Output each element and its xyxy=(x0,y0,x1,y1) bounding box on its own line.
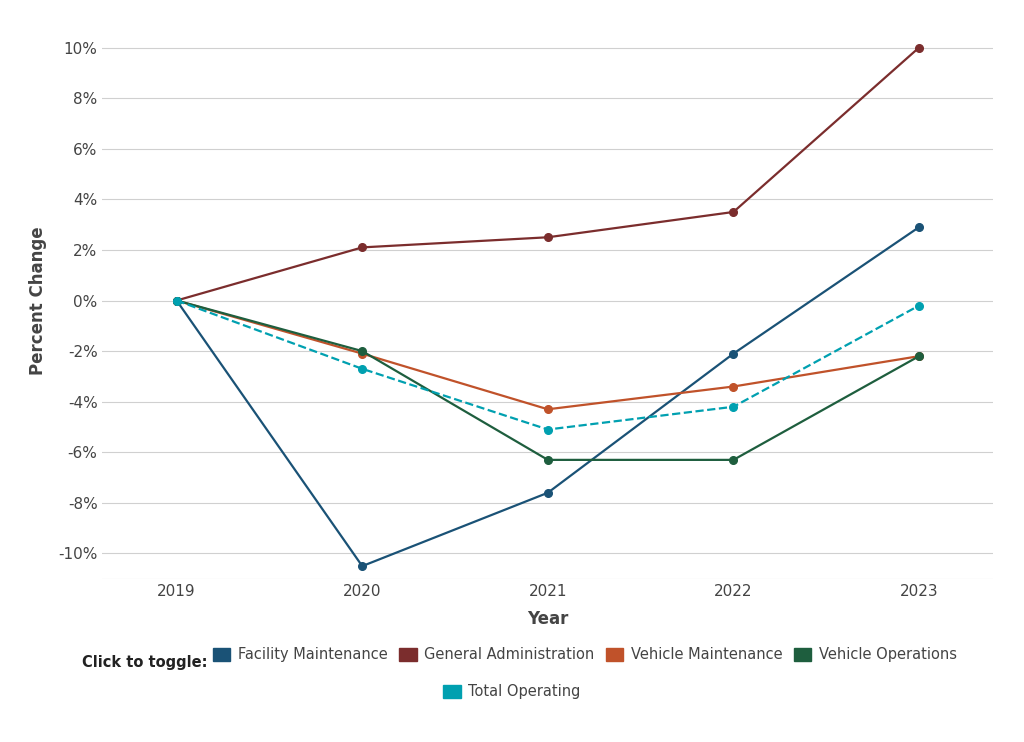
Total Operating xyxy=(542,425,554,434)
General Administration xyxy=(727,208,739,217)
X-axis label: Year: Year xyxy=(527,610,568,628)
Line: General Administration: General Administration xyxy=(173,44,923,304)
Legend: Total Operating: Total Operating xyxy=(437,678,587,705)
Vehicle Operations xyxy=(171,296,183,305)
Vehicle Maintenance xyxy=(356,349,369,358)
Vehicle Maintenance xyxy=(542,405,554,414)
General Administration xyxy=(171,296,183,305)
Vehicle Operations xyxy=(356,347,369,355)
Total Operating xyxy=(913,301,926,310)
General Administration xyxy=(356,243,369,252)
Line: Total Operating: Total Operating xyxy=(173,297,923,433)
Vehicle Operations xyxy=(542,456,554,464)
Facility Maintenance xyxy=(542,488,554,497)
Vehicle Maintenance xyxy=(913,352,926,361)
Legend: Facility Maintenance, General Administration, Vehicle Maintenance, Vehicle Opera: Facility Maintenance, General Administra… xyxy=(207,641,963,668)
Text: Click to toggle:: Click to toggle: xyxy=(82,655,208,670)
Y-axis label: Percent Change: Percent Change xyxy=(29,226,47,375)
Facility Maintenance xyxy=(171,296,183,305)
Total Operating xyxy=(727,402,739,411)
General Administration xyxy=(913,43,926,52)
Line: Facility Maintenance: Facility Maintenance xyxy=(173,223,923,570)
Line: Vehicle Maintenance: Vehicle Maintenance xyxy=(173,297,923,413)
Facility Maintenance xyxy=(913,223,926,232)
Facility Maintenance xyxy=(727,349,739,358)
General Administration xyxy=(542,233,554,242)
Total Operating xyxy=(171,296,183,305)
Facility Maintenance xyxy=(356,562,369,571)
Vehicle Maintenance xyxy=(727,382,739,391)
Line: Vehicle Operations: Vehicle Operations xyxy=(173,297,923,464)
Total Operating xyxy=(356,364,369,373)
Vehicle Operations xyxy=(913,352,926,361)
Vehicle Operations xyxy=(727,456,739,464)
Vehicle Maintenance xyxy=(171,296,183,305)
